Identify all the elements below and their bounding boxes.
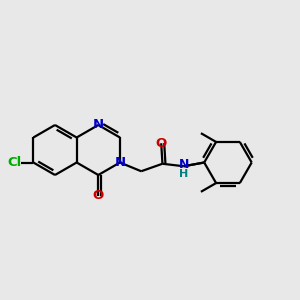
Text: O: O [156,137,167,150]
Text: Cl: Cl [8,156,22,169]
Text: H: H [179,169,188,179]
Text: N: N [93,118,104,131]
Text: N: N [178,158,189,172]
Text: O: O [93,189,104,202]
Text: N: N [114,156,125,169]
